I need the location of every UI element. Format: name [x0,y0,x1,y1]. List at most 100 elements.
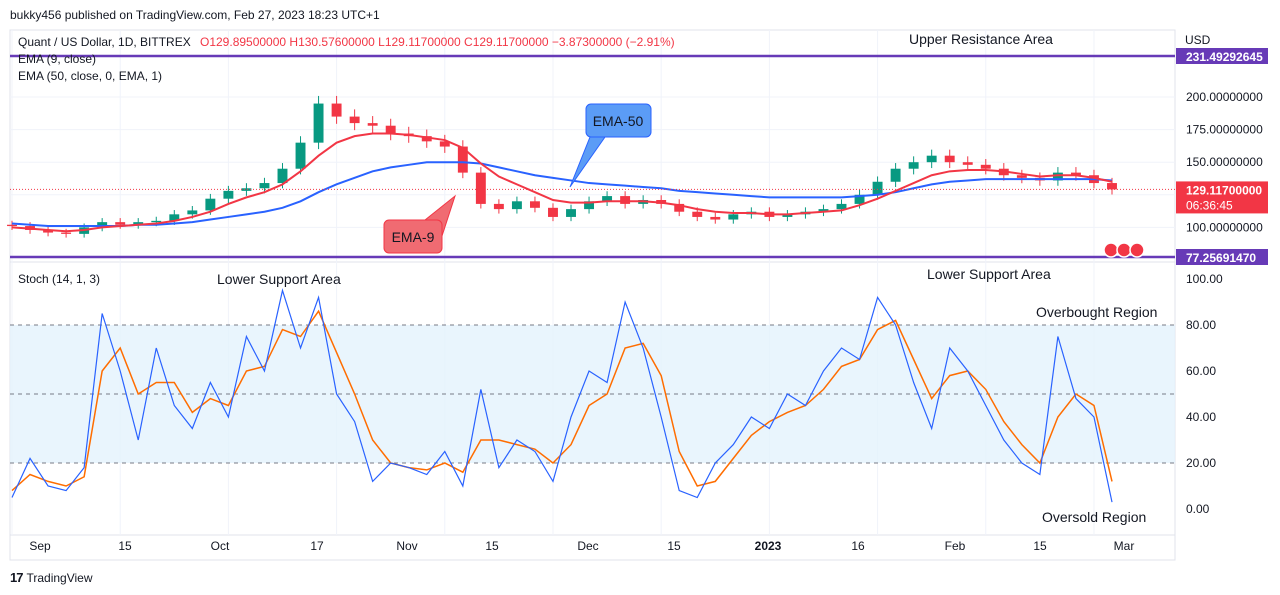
price-tick-label: 200.00000000 [1186,90,1263,104]
candle [511,196,522,214]
ema50-line[interactable] [11,161,1113,228]
candle [548,203,558,222]
candle-body [944,155,955,163]
candle [493,199,504,214]
stoch-k-line[interactable] [11,288,1113,503]
candle [475,167,486,209]
candle-body [692,211,703,217]
candle-body [385,125,396,134]
candle [349,109,360,131]
candle-body [1016,175,1027,178]
candle-body [97,222,108,228]
ema50-callout-text: EMA-50 [593,113,644,129]
candle [674,199,685,217]
time-tick-label: Nov [396,539,417,553]
stoch-axis[interactable]: 100.00 80.00 60.00 40.00 20.00 0.00 [1186,272,1223,516]
stoch-band-lines [10,324,1175,464]
time-axis[interactable]: Sep 15 Oct 17 Nov 15 Dec 15 2023 16 Feb 15 Mar [29,539,1134,553]
candle [602,191,613,206]
time-tick-label: Mar [1114,539,1135,553]
upper-resistance-label: Upper Resistance Area [909,31,1053,47]
price-tick-label: 150.00000000 [1186,155,1263,169]
lower-support-label-left: Lower Support Area [217,271,341,287]
stoch-tick-label: 0.00 [1186,502,1210,516]
lower-level-badge: 77.25691470 [1176,249,1268,265]
candle-body [133,222,144,225]
candle [421,129,432,148]
candle-body [259,183,270,189]
ema50-callout[interactable]: EMA-50 [569,103,652,188]
ema9-callout-box [383,219,443,254]
time-tick-label: 17 [310,539,324,553]
candle [457,140,468,179]
candle [313,95,324,150]
events-flag-icon[interactable] [1103,242,1145,258]
candle-body [115,222,126,225]
stoch-tick-label: 60.00 [1186,364,1216,378]
candle-body [980,164,991,169]
chart-header: bukky456 published on TradingView.com, F… [0,0,1280,30]
upper-level-badge-text: 231.49292645 [1186,50,1263,64]
candle [908,156,919,175]
time-tick-label: Feb [945,539,966,553]
upper-level-badge: 231.49292645 [1176,48,1268,64]
candle-body [602,196,613,202]
candles [7,95,1117,238]
candle [295,136,306,175]
candle [818,204,829,217]
candle-body [205,198,216,211]
candle-body [151,220,162,223]
ema9-line[interactable] [11,132,1113,233]
overbought-label: Overbought Region [1036,304,1157,320]
candle-body [782,214,793,217]
candle-body [854,194,865,204]
candle-body [295,142,306,169]
candle-body [457,146,468,173]
ema9-legend: EMA (9, close) [18,52,96,66]
ema9-callout[interactable]: EMA-9 [383,194,456,254]
candle [241,183,252,196]
time-tick-label: Oct [211,539,230,553]
candle-body [349,116,360,124]
candle-body [962,162,973,165]
candle-body [710,216,721,220]
candle-body [187,210,198,215]
candle [385,118,396,141]
candle [133,218,144,229]
candle [1107,177,1117,195]
candle [7,220,17,231]
last-price-badge-text: 06:36:45 [1186,198,1233,212]
oversold-label: Oversold Region [1042,509,1146,525]
lower-level-badge-text: 77.25691470 [1186,251,1256,265]
ema50-callout-box [585,103,652,138]
candle [782,210,793,222]
candle-body [872,181,883,195]
candle [1052,167,1063,186]
time-tick-label: 2023 [755,539,782,553]
candle [962,156,973,171]
candle-body [331,103,342,117]
candle-body [61,232,72,234]
time-tick-label: 15 [1033,539,1047,553]
candle-body [728,214,739,220]
stoch-band [10,325,1175,463]
candle-body [890,168,901,182]
candle-body [548,207,558,217]
candle [439,134,450,153]
candle-body [43,229,54,233]
symbol-label: Quant / US Dollar, 1D, BITTREX [18,35,191,49]
candle-body [223,190,234,199]
candle [584,196,595,214]
candle-body [566,209,576,217]
candle-body [421,136,432,142]
candle-body [1052,172,1063,181]
candle [872,176,883,200]
time-tick-label: Sep [29,539,51,553]
stoch-tick-label: 80.00 [1186,318,1216,332]
candle-body [7,224,17,227]
stoch-d-line[interactable] [11,309,1113,492]
candle-body [367,123,378,126]
